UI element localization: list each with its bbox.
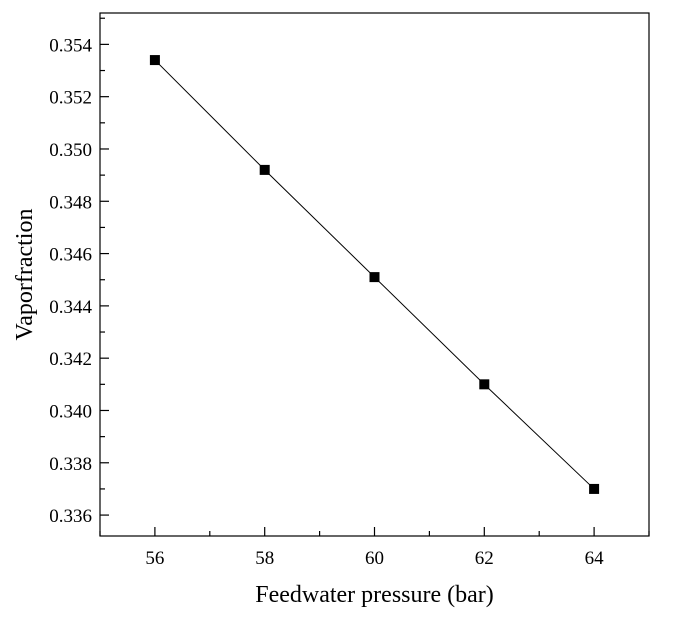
x-tick-label: 58: [255, 548, 274, 569]
y-tick-label: 0.354: [49, 35, 92, 56]
y-tick-label: 0.336: [49, 506, 92, 527]
y-tick-label: 0.338: [49, 454, 92, 475]
data-series: [149, 55, 600, 494]
data-point: [259, 164, 270, 175]
x-tick-label: 62: [475, 548, 494, 569]
x-tick-label: 64: [585, 548, 605, 569]
y-tick-label: 0.346: [49, 245, 92, 266]
x-tick-label: 60: [365, 548, 384, 569]
y-tick-label: 0.344: [49, 297, 92, 318]
data-point: [589, 483, 600, 494]
data-point: [479, 379, 490, 390]
y-tick-label: 0.350: [49, 140, 92, 161]
axis-ticks: [99, 17, 650, 536]
y-axis-title: Vaporfraction: [12, 209, 38, 341]
y-tick-label: 0.352: [49, 88, 92, 109]
y-tick-label: 0.340: [49, 401, 92, 422]
x-axis-title: Feedwater pressure (bar): [255, 582, 494, 608]
tick-labels: 56 58 60 62 64 0.336 0.338 0.340 0.342 0.344 0.346…: [49, 35, 604, 569]
y-tick-label: 0.342: [49, 349, 92, 370]
x-tick-label: 56: [145, 548, 164, 569]
data-point: [369, 272, 380, 283]
data-point: [149, 55, 160, 66]
y-tick-label: 0.348: [49, 192, 92, 213]
